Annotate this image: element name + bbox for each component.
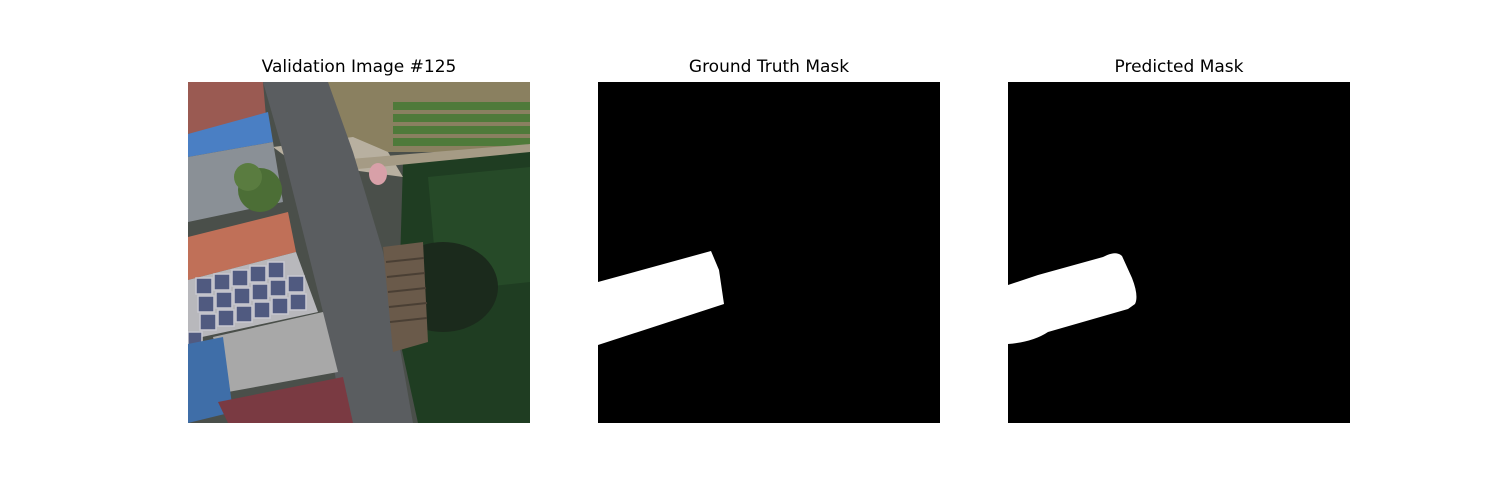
validation-image-panel: Validation Image #125 (188, 56, 530, 423)
validation-image-title: Validation Image #125 (261, 57, 457, 77)
aerial-photo (188, 82, 530, 423)
ground-truth-panel: Ground Truth Mask (598, 56, 940, 423)
predicted-mask (1008, 82, 1350, 423)
predicted-mask-region (1008, 253, 1137, 344)
predicted-title: Predicted Mask (1114, 57, 1244, 77)
predicted-panel: Predicted Mask (1008, 56, 1350, 423)
ground-truth-mask (598, 82, 940, 423)
ground-truth-mask-region (598, 251, 724, 345)
ground-truth-title: Ground Truth Mask (688, 57, 850, 77)
